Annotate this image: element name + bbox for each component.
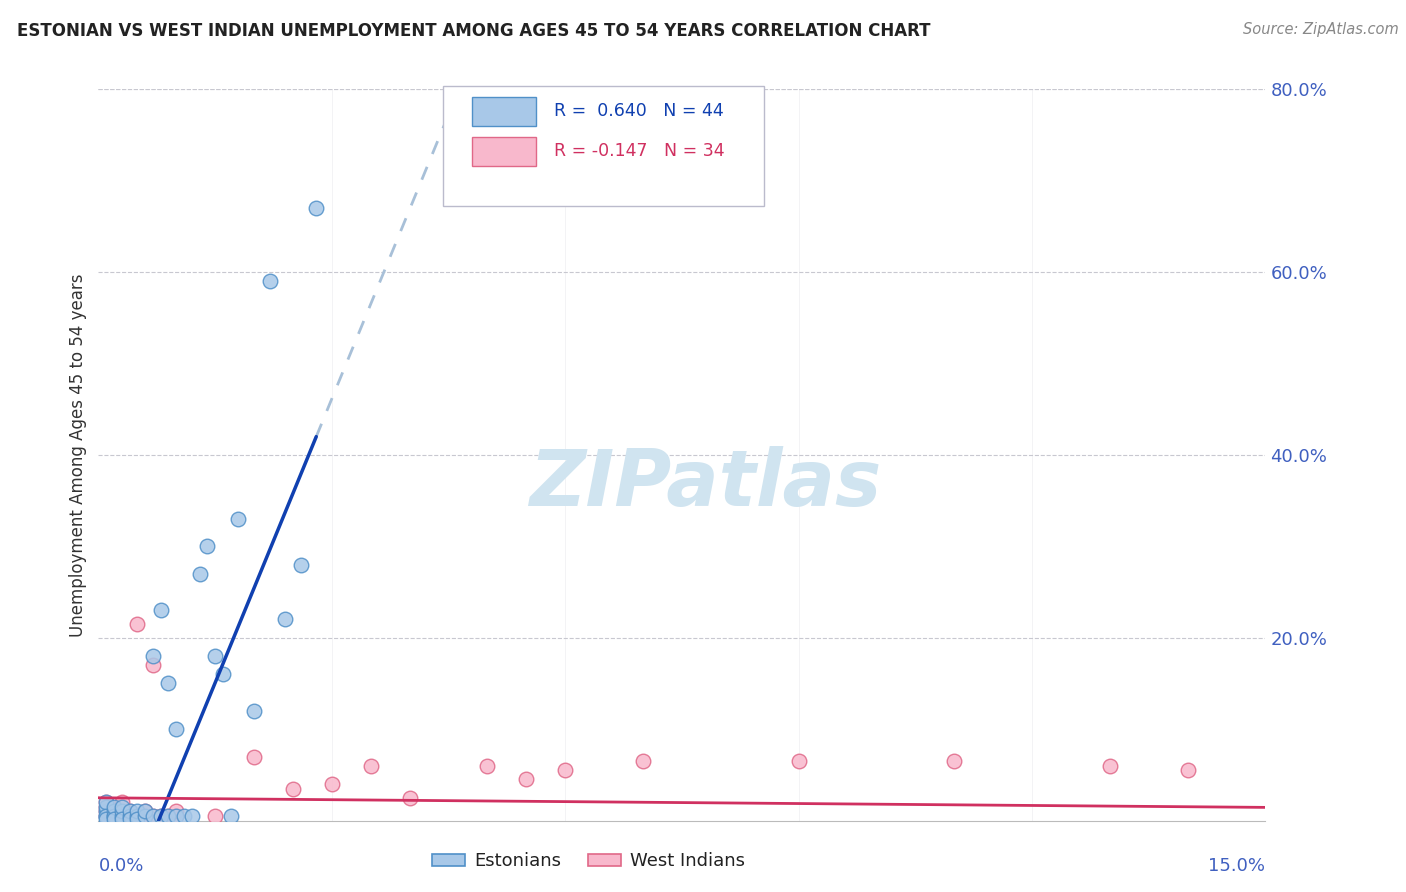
Point xyxy=(180,809,202,823)
Point xyxy=(111,809,134,823)
Point xyxy=(212,667,235,681)
Point xyxy=(111,800,134,814)
Point xyxy=(398,790,420,805)
Point xyxy=(118,809,141,823)
Text: ZIPatlas: ZIPatlas xyxy=(529,446,882,522)
Point xyxy=(157,809,180,823)
Point xyxy=(134,805,156,819)
Text: Source: ZipAtlas.com: Source: ZipAtlas.com xyxy=(1243,22,1399,37)
Point xyxy=(96,809,118,823)
Point xyxy=(219,809,242,823)
Point xyxy=(96,800,118,814)
Point xyxy=(142,809,165,823)
Point xyxy=(228,512,250,526)
Point xyxy=(103,800,125,814)
Point xyxy=(195,539,218,553)
Point xyxy=(165,805,187,819)
Point xyxy=(204,809,226,823)
Point xyxy=(96,809,118,823)
Y-axis label: Unemployment Among Ages 45 to 54 years: Unemployment Among Ages 45 to 54 years xyxy=(69,273,87,637)
Point xyxy=(96,796,118,810)
Point xyxy=(103,805,125,819)
Point xyxy=(477,758,499,772)
Point xyxy=(165,809,187,823)
Point xyxy=(134,805,156,819)
Point xyxy=(103,809,125,823)
Text: 15.0%: 15.0% xyxy=(1208,857,1265,875)
Point xyxy=(321,777,343,791)
Text: R = -0.147   N = 34: R = -0.147 N = 34 xyxy=(554,143,724,161)
Point xyxy=(111,805,134,819)
Point xyxy=(142,658,165,673)
Point xyxy=(149,603,172,617)
Point xyxy=(127,809,149,823)
Point xyxy=(173,809,195,823)
Text: ESTONIAN VS WEST INDIAN UNEMPLOYMENT AMONG AGES 45 TO 54 YEARS CORRELATION CHART: ESTONIAN VS WEST INDIAN UNEMPLOYMENT AMO… xyxy=(17,22,931,40)
Point xyxy=(96,805,118,819)
Point xyxy=(1177,764,1199,778)
Point xyxy=(118,809,141,823)
Point xyxy=(103,805,125,819)
Point xyxy=(134,809,156,823)
Point xyxy=(259,274,281,288)
Point xyxy=(103,809,125,823)
Point xyxy=(290,558,312,572)
Point xyxy=(943,754,966,768)
FancyBboxPatch shape xyxy=(443,86,763,206)
Point xyxy=(149,809,172,823)
Point xyxy=(111,812,134,826)
Point xyxy=(142,809,165,823)
Point xyxy=(165,723,187,737)
Point xyxy=(157,809,180,823)
Point xyxy=(274,613,297,627)
Point xyxy=(96,809,118,823)
Point xyxy=(103,812,125,826)
Point xyxy=(118,812,141,826)
Point xyxy=(118,805,141,819)
Point xyxy=(111,809,134,823)
Point xyxy=(127,805,149,819)
Point xyxy=(142,649,165,664)
Point xyxy=(631,754,654,768)
Point xyxy=(360,758,382,772)
Point xyxy=(1098,758,1121,772)
Point xyxy=(787,754,810,768)
Text: 0.0%: 0.0% xyxy=(98,857,143,875)
Point xyxy=(103,809,125,823)
Point xyxy=(96,812,118,826)
Point xyxy=(281,781,304,796)
Point xyxy=(305,201,328,215)
Point xyxy=(111,796,134,810)
Point xyxy=(118,805,141,819)
Legend: Estonians, West Indians: Estonians, West Indians xyxy=(425,845,752,878)
Point xyxy=(127,617,149,632)
Text: R =  0.640   N = 44: R = 0.640 N = 44 xyxy=(554,103,723,120)
Point xyxy=(243,704,266,718)
Point xyxy=(165,809,187,823)
Point xyxy=(204,649,226,664)
Point xyxy=(96,796,118,810)
Point xyxy=(134,809,156,823)
Point xyxy=(188,566,211,581)
Point xyxy=(515,772,537,787)
Point xyxy=(96,805,118,819)
Point xyxy=(554,764,576,778)
Point xyxy=(243,749,266,764)
Point xyxy=(96,800,118,814)
FancyBboxPatch shape xyxy=(472,96,536,126)
Point xyxy=(127,812,149,826)
Point xyxy=(157,676,180,690)
Point xyxy=(149,809,172,823)
FancyBboxPatch shape xyxy=(472,136,536,166)
Point xyxy=(127,809,149,823)
